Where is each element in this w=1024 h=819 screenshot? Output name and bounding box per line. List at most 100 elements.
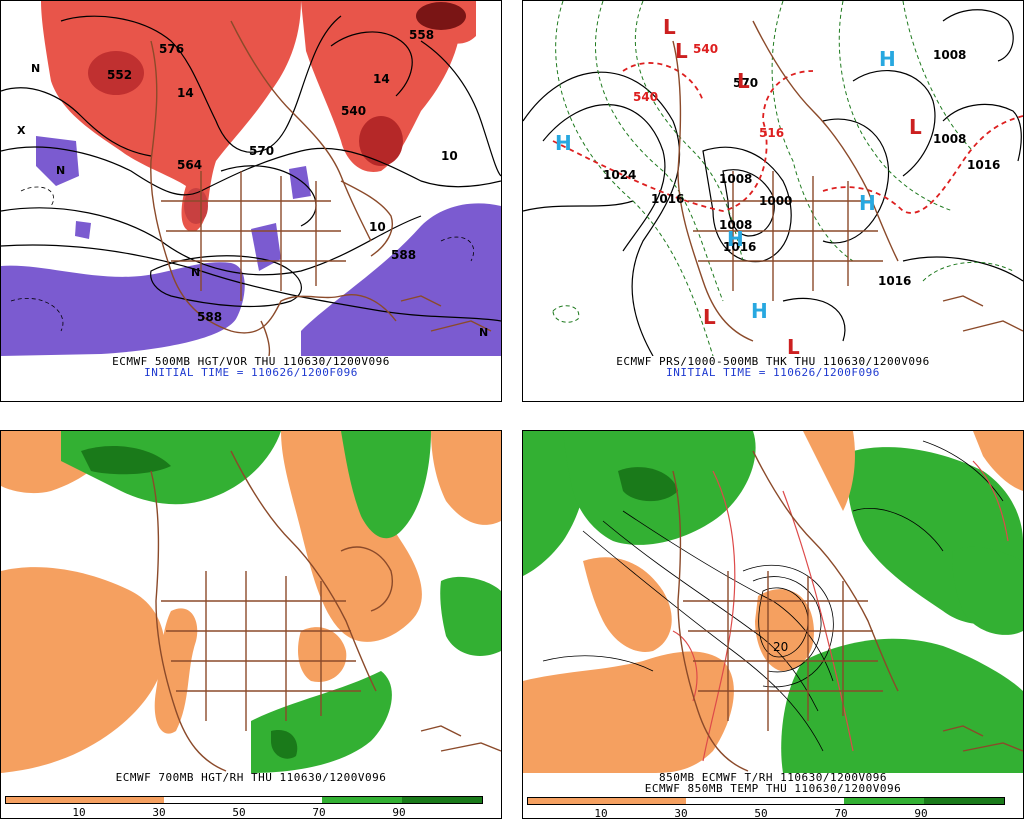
vort-max-4 [416, 2, 466, 30]
map-850mb [523, 431, 1023, 773]
vort-pos-area-1 [41, 1, 301, 232]
temperature-dewpoint-contours [672, 460, 1009, 762]
vort-neg-area-6 [75, 221, 91, 239]
height-contours [1, 15, 501, 322]
label-n-1: N [31, 62, 41, 75]
geography-borders-700mb [150, 450, 501, 772]
rh850-dry-area-3 [755, 589, 814, 671]
low-pressure-symbol-3: L [737, 69, 750, 93]
rh850-dry-area-2 [583, 557, 672, 652]
thickness-label-540-west: 540 [633, 90, 659, 104]
high-pressure-symbol-1: H [555, 131, 572, 155]
map-700mb [1, 431, 501, 773]
geography-borders [150, 20, 492, 356]
vort-max-2 [359, 116, 403, 166]
rh850-dry-area-1 [523, 651, 734, 773]
vort-neg-area-4 [251, 223, 281, 271]
label-588-west: 588 [197, 310, 223, 324]
colorbar-850mb-fill [528, 798, 1004, 804]
rh-very-moist-area-1 [81, 446, 171, 475]
rh850-very-moist-area [618, 467, 678, 502]
colorbar-850mb-tick-10: 10 [594, 807, 608, 819]
label-x: X [17, 124, 26, 137]
isobar-label-1016-east: 1016 [967, 158, 1001, 172]
vort-max-3 [184, 188, 208, 224]
caption-850mb-trh: 850MB ECMWF T/RH 110630/1200V096 [659, 771, 887, 784]
caption-initial-time-500mb: INITIAL TIME = 110626/1200F096 [144, 366, 358, 379]
colorbar-700mb-tick-30: 30 [152, 806, 166, 819]
colorbar-850mb-tick-90: 90 [914, 807, 928, 819]
low-pressure-symbol-2: L [675, 39, 688, 63]
temp-label-20: 20 [773, 640, 789, 654]
panel-500mb-hgt-vor: 552 576 588 588 558 540 564 570 14 14 10… [0, 0, 502, 402]
map-prs-thk [523, 1, 1023, 356]
isobar-label-1008-north: 1008 [719, 172, 753, 186]
colorbar-700mb-tick-50: 50 [232, 806, 246, 819]
colorbar-700mb-tick-90: 90 [392, 806, 406, 819]
high-pressure-symbol-3: H [859, 191, 876, 215]
rh850-dry-area-5 [973, 431, 1023, 491]
colorbar-700mb-fill [6, 797, 482, 803]
geography-borders-850mb [672, 450, 1023, 772]
label-10-center: 10 [369, 220, 386, 234]
rh850-dry-area-4 [803, 431, 855, 511]
isobar-label-1008-east: 1008 [933, 132, 967, 146]
label-540: 540 [341, 104, 367, 118]
colorbar-700mb-rh [5, 796, 483, 804]
isobar-label-1024: 1024 [603, 168, 637, 182]
temperature-contours [542, 440, 1004, 752]
label-552: 552 [107, 68, 133, 82]
thickness-contours [552, 1, 1014, 356]
label-564: 564 [177, 158, 203, 172]
high-pressure-symbol-4: H [727, 227, 744, 251]
isobar-label-1016-west: 1016 [651, 192, 685, 206]
colorbar-850mb-ticks: 10 30 50 70 90 [523, 807, 1023, 819]
rh850-moist-area-4 [781, 638, 1023, 773]
rh-dry-area-4 [431, 431, 501, 525]
thickness-label-540-north: 540 [693, 42, 719, 56]
high-pressure-symbol-2: H [879, 47, 896, 71]
panel-700mb-hgt-rh: ECMWF 700MB HGT/RH THU 110630/1200V096 1… [0, 430, 502, 819]
label-n-3: N [191, 266, 201, 279]
vorticity-contours [10, 186, 474, 332]
rh-dry-area-1 [1, 567, 165, 773]
isobar-label-1008-northeast: 1008 [933, 48, 967, 62]
label-558: 558 [409, 28, 435, 42]
rh-very-moist-area-2 [271, 730, 298, 759]
colorbar-700mb-tick-10: 10 [72, 806, 86, 819]
caption-prs-thk: ECMWF PRS/1000-500MB THK THU 110630/1200… [616, 355, 930, 368]
vort-max-1 [88, 51, 144, 95]
colorbar-850mb-rh [527, 797, 1005, 805]
caption-initial-time-prs: INITIAL TIME = 110626/1200F096 [666, 366, 880, 379]
vort-neg-area-5 [289, 166, 311, 199]
thickness-540-line [552, 62, 1023, 214]
geography-borders-prs [672, 20, 1023, 342]
label-570: 570 [249, 144, 275, 158]
label-n-2: N [56, 164, 66, 177]
caption-850mb-temp: ECMWF 850MB TEMP THU 110630/1200V096 [644, 782, 902, 795]
isobar-label-1008-south: 1008 [719, 218, 753, 232]
rh-moist-area-2 [341, 431, 431, 539]
low-pressure-symbol-4: L [909, 115, 922, 139]
label-n-4: N [479, 326, 489, 339]
label-10-east: 10 [441, 149, 458, 163]
low-pressure-symbol-6: L [787, 335, 800, 359]
isobar-label-1016-center: 1016 [723, 240, 757, 254]
panel-prs-thickness: 1024 1016 1008 1000 1008 1016 1016 1008 … [522, 0, 1024, 402]
vort-neg-area-3 [36, 136, 79, 186]
caption-700mb: ECMWF 700MB HGT/RH THU 110630/1200V096 [115, 771, 387, 784]
thickness-label-516: 516 [759, 126, 785, 140]
rh-moist-area-4 [440, 576, 501, 656]
colorbar-850mb-tick-50: 50 [754, 807, 768, 819]
caption-500mb: ECMWF 500MB HGT/VOR THU 110630/1200V096 [112, 355, 390, 368]
label-588-east: 588 [391, 248, 417, 262]
low-pressure-symbol-5: L [703, 305, 716, 329]
vort-pos-area-2 [301, 1, 462, 172]
label-14-west: 14 [177, 86, 194, 100]
rh850-moist-area-5 [952, 546, 1023, 635]
label-576: 576 [159, 42, 185, 56]
isobar-label-1000: 1000 [759, 194, 793, 208]
rh-dry-area-5 [154, 608, 198, 734]
map-500mb [1, 1, 501, 356]
vort-neg-area-1 [1, 262, 245, 356]
